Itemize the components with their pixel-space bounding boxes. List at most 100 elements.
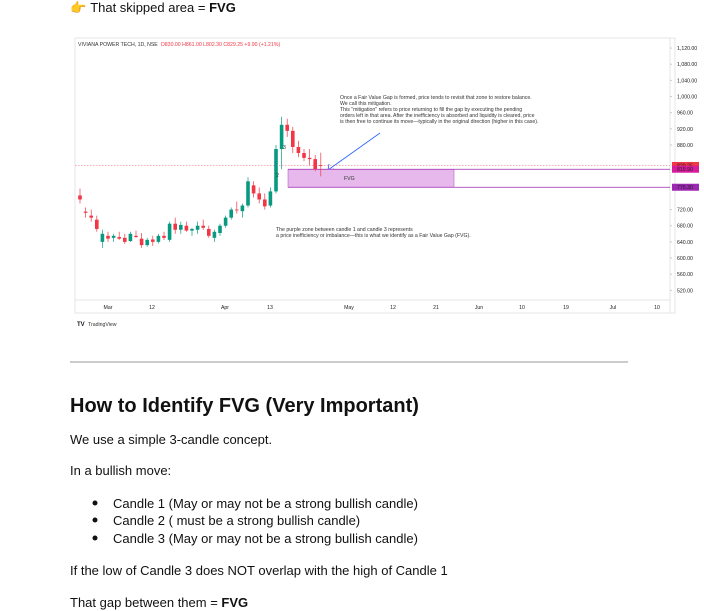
x-tick-label: 10	[654, 305, 660, 311]
x-tick-label: 12	[390, 305, 396, 311]
chart-image: VIVIANA POWER TECH, 1D, NSE O830.00 H861.…	[74, 37, 699, 328]
candle-body	[184, 225, 189, 231]
y-tick-label: 600.00	[677, 256, 693, 262]
heading: How to Identify FVG (Very Important)	[70, 395, 419, 417]
candle-body	[167, 223, 172, 240]
candle-body	[218, 225, 222, 233]
y-tick-label: 880.00	[677, 143, 693, 149]
candle-body	[145, 239, 149, 246]
intro-text: That skipped area =	[90, 0, 209, 15]
y-tick-label: 720.00	[677, 208, 693, 214]
x-tick-label: 12	[149, 305, 155, 311]
x-tick-label: May	[344, 305, 354, 311]
candle-body	[139, 238, 144, 246]
price-tag-label: 775.30	[677, 185, 693, 191]
y-tick-label: 560.00	[677, 272, 693, 278]
y-tick-label: 1,040.00	[677, 78, 697, 84]
annotation: a price inefficiency or imbalance—this i…	[276, 233, 471, 239]
candle-body	[190, 228, 194, 231]
candle-body	[229, 209, 233, 218]
paragraph: If the low of Candle 3 does NOT overlap …	[70, 563, 448, 578]
chart-header: VIVIANA POWER TECH, 1D, NSE O830.00 H861.…	[78, 42, 280, 48]
candle-body	[212, 231, 217, 238]
candle-body	[302, 153, 306, 158]
symbol: VIVIANA POWER TECH, 1D, NSE	[78, 42, 158, 48]
x-tick-label: Jul	[610, 305, 617, 311]
y-tick-label: 920.00	[677, 127, 693, 133]
bullet-dot	[92, 500, 98, 506]
candle-body	[106, 235, 110, 239]
candle-body	[246, 181, 250, 206]
price-tag-label: 819.90	[677, 167, 693, 173]
annotation: We call this mitigation.	[340, 101, 392, 107]
candle-body	[207, 228, 211, 236]
tv-logo: TV	[77, 322, 85, 328]
candle-body	[111, 235, 116, 238]
candle-label: 2	[276, 173, 279, 179]
candle-body	[162, 235, 166, 238]
bullet-dot	[92, 535, 98, 541]
candle-body	[151, 239, 155, 242]
candle-body	[291, 130, 295, 147]
bullet: Candle 1 (May or may not be a strong bul…	[113, 496, 418, 511]
candle-body	[240, 205, 245, 212]
annotation: is then free to continue its move—typica…	[340, 119, 538, 125]
y-tick-label: 1,080.00	[677, 62, 697, 68]
candle-body	[95, 219, 99, 229]
outro-text: That gap between them =	[70, 595, 221, 610]
paragraph: In a bullish move:	[70, 463, 171, 478]
candle-body	[83, 211, 88, 213]
x-tick-label: Mar	[104, 305, 113, 311]
candle-body	[251, 185, 256, 194]
bullet: Candle 2 ( must be a strong bullish cand…	[113, 513, 360, 528]
price-tag	[672, 183, 699, 191]
y-tick-label: 520.00	[677, 288, 693, 294]
candle-body	[128, 233, 133, 242]
candle-body	[223, 217, 228, 226]
candle-label: 3	[283, 145, 286, 151]
bullet: Candle 3 (May or may not be a strong bul…	[113, 531, 418, 546]
annotation: orders left in that area. After the inef…	[340, 113, 535, 119]
candle-body	[296, 146, 301, 154]
candle-body	[89, 215, 93, 218]
x-tick-label: Apr	[221, 305, 229, 311]
fvg-zone	[287, 168, 455, 188]
annotation: The purple zone between candle 1 and can…	[276, 227, 413, 233]
candle-body	[268, 191, 273, 206]
intro: 👉 That skipped area = FVG	[70, 0, 236, 15]
candle-body	[195, 225, 200, 230]
x-tick-label: 10	[519, 305, 525, 311]
x-tick-label: 13	[267, 305, 273, 311]
candle-body	[134, 235, 138, 238]
candle-body	[201, 225, 205, 228]
candle-body	[285, 124, 289, 131]
candle-body	[100, 233, 105, 242]
y-tick-label: 680.00	[677, 224, 693, 230]
candle-body	[319, 165, 323, 166]
y-tick-label: 640.00	[677, 240, 693, 246]
candle-body	[123, 237, 127, 242]
brand: TradingView	[88, 322, 117, 328]
candle-body	[307, 157, 312, 160]
candle-body	[235, 209, 239, 211]
intro-bold: FVG	[209, 0, 236, 15]
annotation: This "mitigation" refers to price return…	[340, 107, 522, 113]
price-tag	[672, 161, 699, 169]
candle-body	[263, 199, 267, 207]
intro-emoji: 👉	[70, 0, 86, 15]
candle-body	[78, 195, 82, 200]
y-tick-label: 960.00	[677, 111, 693, 117]
price-tag	[672, 165, 699, 173]
annotation: Once a Fair Value Gap is formed, price t…	[340, 95, 532, 101]
ohlc-readout: O830.00 H861.00 L802.30 C829.25 +9.90 (+…	[161, 42, 281, 48]
candle-body	[257, 193, 261, 200]
candle-body	[179, 224, 183, 230]
x-tick-label: 19	[563, 305, 569, 311]
candle-body	[156, 235, 161, 242]
bullet-dot	[92, 517, 98, 523]
outro-bold: FVG	[221, 595, 248, 610]
x-tick-label: 21	[433, 305, 439, 311]
fvg-label: FVG	[344, 176, 355, 182]
y-tick-label: 1,120.00	[677, 46, 697, 52]
